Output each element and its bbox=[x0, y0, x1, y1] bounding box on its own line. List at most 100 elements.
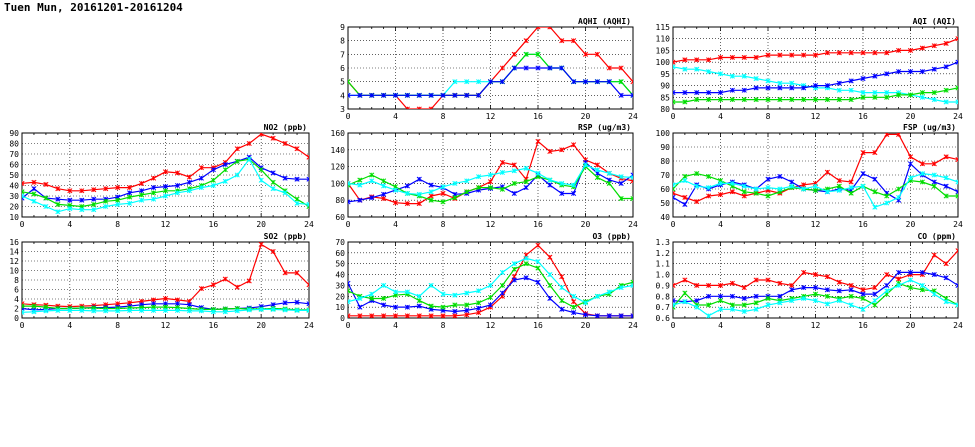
o3-data-point bbox=[523, 261, 529, 267]
so2-data-point bbox=[270, 302, 276, 308]
o3-data-point bbox=[571, 310, 577, 316]
no2-xtick-label: 20 bbox=[256, 220, 266, 229]
co-xtick-label: 4 bbox=[718, 321, 723, 330]
rsp-ytick-label: 60 bbox=[335, 213, 345, 222]
no2-data-point bbox=[22, 189, 25, 195]
fsp-ytick-label: 80 bbox=[660, 157, 670, 166]
o3-data-point bbox=[511, 261, 517, 267]
aqi-data-point bbox=[717, 71, 724, 77]
no2-data-point bbox=[55, 196, 61, 202]
aqi-data-point bbox=[673, 59, 676, 65]
no2-data-point bbox=[234, 158, 240, 164]
co-data-point bbox=[860, 291, 866, 297]
so2-xtick-label: 24 bbox=[304, 321, 314, 330]
rsp-data-point bbox=[404, 201, 410, 207]
fsp-ytick-label: 40 bbox=[660, 213, 670, 222]
fsp-data-point bbox=[741, 189, 747, 195]
aqi-data-point bbox=[931, 66, 937, 72]
o3-data-point bbox=[499, 269, 505, 275]
co-data-point bbox=[955, 248, 958, 254]
aqi-data-point bbox=[729, 97, 735, 103]
fsp-data-point bbox=[931, 179, 937, 185]
rsp-data-point bbox=[511, 162, 517, 168]
o3-ytick-label: 20 bbox=[335, 292, 345, 301]
fsp-xtick-label: 0 bbox=[671, 220, 676, 229]
co-data-point bbox=[896, 269, 902, 275]
o3-data-point bbox=[464, 290, 470, 296]
rsp-data-point bbox=[357, 197, 363, 203]
co-data-point bbox=[848, 287, 854, 293]
no2-data-point bbox=[150, 175, 157, 181]
fsp-data-point bbox=[931, 172, 937, 178]
co-ytick-label: 1.0 bbox=[656, 271, 671, 280]
aqi-data-point bbox=[860, 75, 866, 82]
fsp-data-point bbox=[801, 186, 807, 192]
aqi-xtick-label: 8 bbox=[766, 112, 771, 121]
so2-series-3 bbox=[22, 306, 309, 315]
co-data-point bbox=[848, 282, 854, 288]
co-ytick-label: 1.2 bbox=[656, 249, 671, 258]
aqi-data-point bbox=[884, 90, 890, 96]
co-data-point bbox=[812, 291, 819, 297]
fsp-chart: 40 50 60 70 80 90 100 0 4 8 12 16 20 24 FSP (ug/m3) bbox=[656, 123, 963, 229]
so2-data-point bbox=[174, 297, 181, 303]
no2-data-point bbox=[222, 167, 228, 173]
co-data-point bbox=[765, 277, 771, 283]
o3-ytick-label: 70 bbox=[335, 238, 345, 247]
o3-ytick-label: 60 bbox=[335, 249, 345, 258]
no2-data-point bbox=[31, 198, 37, 204]
o3-data-point bbox=[452, 302, 458, 308]
o3-data-point bbox=[381, 302, 387, 308]
aqhi-ytick-label: 3 bbox=[340, 105, 345, 114]
fsp-data-point bbox=[896, 133, 902, 137]
aqhi-data-point bbox=[618, 92, 624, 98]
aqi-data-point bbox=[848, 50, 854, 56]
aqhi-ytick-label: 5 bbox=[340, 78, 345, 87]
aqi-data-point bbox=[777, 52, 783, 58]
o3-data-point bbox=[428, 303, 434, 309]
co-data-point bbox=[694, 298, 700, 304]
aqi-data-point bbox=[673, 99, 676, 105]
rsp-data-point bbox=[392, 200, 399, 206]
co-ytick-label: 0.7 bbox=[656, 303, 671, 312]
rsp-ytick-label: 80 bbox=[335, 196, 345, 205]
aqi-xtick-label: 20 bbox=[906, 112, 916, 121]
o3-data-point bbox=[416, 313, 422, 318]
aqi-data-point bbox=[729, 73, 735, 79]
aqhi-xtick-label: 0 bbox=[346, 112, 351, 121]
fsp-data-point bbox=[931, 183, 937, 189]
co-data-point bbox=[872, 298, 878, 304]
co-data-point bbox=[812, 298, 819, 304]
co-data-point bbox=[943, 261, 949, 267]
rsp-data-point bbox=[452, 195, 458, 201]
rsp-data-point bbox=[357, 182, 363, 188]
fsp-data-point bbox=[706, 185, 712, 191]
co-data-point bbox=[824, 274, 830, 280]
fsp-data-point bbox=[943, 154, 949, 160]
so2-data-point bbox=[210, 309, 216, 315]
co-data-point bbox=[836, 298, 842, 304]
fsp-data-point bbox=[860, 171, 866, 177]
aqi-data-point bbox=[694, 57, 700, 63]
aqi-data-point bbox=[812, 97, 819, 103]
aqi-xtick-label: 12 bbox=[811, 112, 821, 121]
so2-data-point bbox=[258, 242, 264, 247]
no2-data-point bbox=[270, 179, 276, 185]
so2-data-point bbox=[162, 307, 169, 313]
co-xtick-label: 16 bbox=[858, 321, 868, 330]
aqi-data-point bbox=[694, 90, 700, 96]
no2-xtick-label: 8 bbox=[115, 220, 120, 229]
fsp-data-point bbox=[694, 171, 700, 177]
rsp-data-point bbox=[499, 186, 505, 192]
no2-data-point bbox=[162, 193, 169, 199]
co-data-point bbox=[931, 272, 937, 278]
o3-data-point bbox=[416, 298, 422, 304]
fsp-data-point bbox=[765, 185, 771, 191]
aqi-data-point bbox=[789, 85, 795, 91]
o3-data-point bbox=[476, 305, 482, 311]
co-data-point bbox=[729, 306, 735, 312]
fsp-frame bbox=[672, 132, 959, 218]
o3-data-point bbox=[392, 304, 399, 310]
fsp-data-point bbox=[836, 183, 842, 189]
so2-data-point bbox=[186, 308, 192, 314]
